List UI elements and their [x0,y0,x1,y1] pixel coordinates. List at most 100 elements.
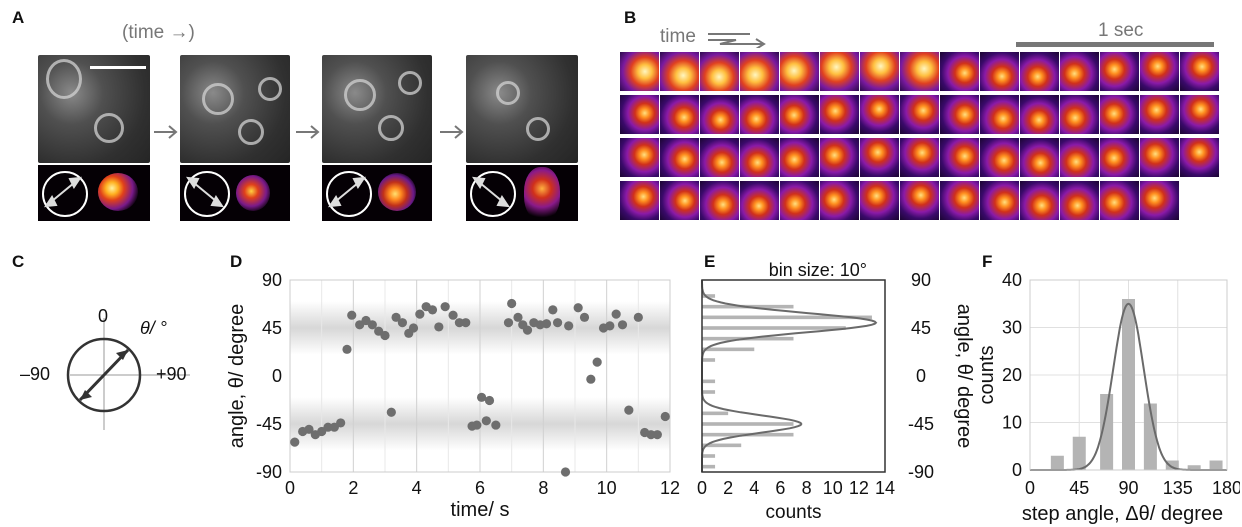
fluor-frame [1100,181,1139,220]
data-point [440,302,450,312]
data-point [541,319,552,329]
plot-frame [701,279,886,473]
data-point [415,309,425,319]
fluor-frame [660,95,699,134]
histogram-bar [1072,436,1086,470]
data-point [605,321,615,331]
data-point [476,392,487,402]
fluor-frame [980,52,1019,91]
histogram-bar [702,315,872,320]
histogram-bar [1209,460,1223,470]
scatter-chart-angle-vs-time: 0 2 4 6 8 10 12 90 45 0 -45 -90 time/ s angle, θ/ deg… [226,270,680,521]
data-point [347,310,357,320]
fluor-frame [900,95,939,134]
panel-label-a: A [12,8,25,27]
fluor-frame [1020,95,1059,134]
y-tick-label: 30 [1002,318,1022,338]
fluor-frame [1140,138,1179,177]
x-tick-label: 12 [660,478,680,498]
histogram-bar [702,443,742,448]
fluor-frame [1060,95,1099,134]
y-axis-label: angle, θ/ degree [953,304,975,449]
data-point [454,318,465,328]
histogram-bar [1122,299,1135,470]
fluor-frame [860,95,899,134]
data-point [391,312,401,322]
panel-b-time-text: time [660,26,696,47]
fluor-frame [1060,52,1099,91]
x-tick-label: 2 [723,478,733,498]
fluor-frame [660,138,699,177]
plot-frame [289,279,671,473]
x-axis-label: time/ s [451,499,510,521]
data-point [503,318,514,328]
x-tick-label: 135 [1163,478,1193,498]
data-point [342,344,352,354]
fluor-frame [860,138,899,177]
histogram-bar [702,358,716,362]
panel-label-c: C [12,252,25,271]
fluor-frame [700,181,739,220]
fluor-frame [1100,52,1139,91]
y-tick-label: 20 [1002,365,1022,385]
y-tick-label: 10 [1002,413,1022,433]
fit-curve [701,280,878,472]
y-tick-label: -90 [908,462,934,482]
fluor-frame [1180,138,1219,177]
x-tick-label: 180 [1212,478,1240,498]
fluor-frame [1180,52,1219,91]
data-point [461,318,471,328]
micrograph-frame-4 [466,55,578,163]
histogram-bar [702,411,729,416]
data-point [617,320,628,330]
histogram-bar [702,422,794,426]
data-point [434,322,444,332]
x-tick-label: 4 [412,478,422,498]
fluor-frame [740,52,779,91]
x-tick-label: 0 [697,478,707,498]
fluor-frame [700,138,739,177]
x-tick-label: 6 [775,478,785,498]
fluor-frame [820,138,859,177]
theta-label: θ/ ° [140,318,167,338]
data-point [336,418,346,428]
histogram-bar [702,390,716,394]
fluor-frame [860,52,899,91]
angle-diagram [66,318,190,430]
fluor-frame [780,138,819,177]
histogram-bar [702,454,716,458]
x-tick-label: 90 [1118,478,1138,498]
data-point [633,312,643,322]
histogram-bar [1187,465,1201,470]
fluor-frame [1020,138,1059,177]
fluor-frame [860,181,899,220]
histogram-bar [702,464,716,469]
fluor-frame [980,95,1019,134]
fluor-frame [820,52,859,91]
y-axis-label: counts [976,346,998,405]
fluor-frame [1140,95,1179,134]
angle-plus90-label: +90 [156,364,187,384]
micrograph-frame-2 [180,55,290,163]
panel-a-arrows [43,125,511,208]
fluor-frame [1020,181,1059,220]
fluor-frame [900,52,939,91]
histogram-bar [702,294,716,298]
histogram-bar [702,326,846,330]
fluor-frame [940,138,979,177]
plot-frame [1029,279,1228,471]
x-tick-label: 6 [475,478,485,498]
data-point [552,318,563,328]
fluor-frame [780,52,819,91]
data-point [448,310,458,320]
chart-title: bin size: 10° [769,262,867,280]
time-arrow-icon [708,33,766,48]
x-axis-label: step angle, Δθ/ degree [1022,503,1223,525]
x-tick-label: 45 [1069,478,1089,498]
data-point [646,430,656,440]
fluor-frame [940,181,979,220]
y-tick-label: 45 [262,318,282,338]
x-tick-label: 10 [597,478,617,498]
x-tick-label: 10 [823,478,843,498]
